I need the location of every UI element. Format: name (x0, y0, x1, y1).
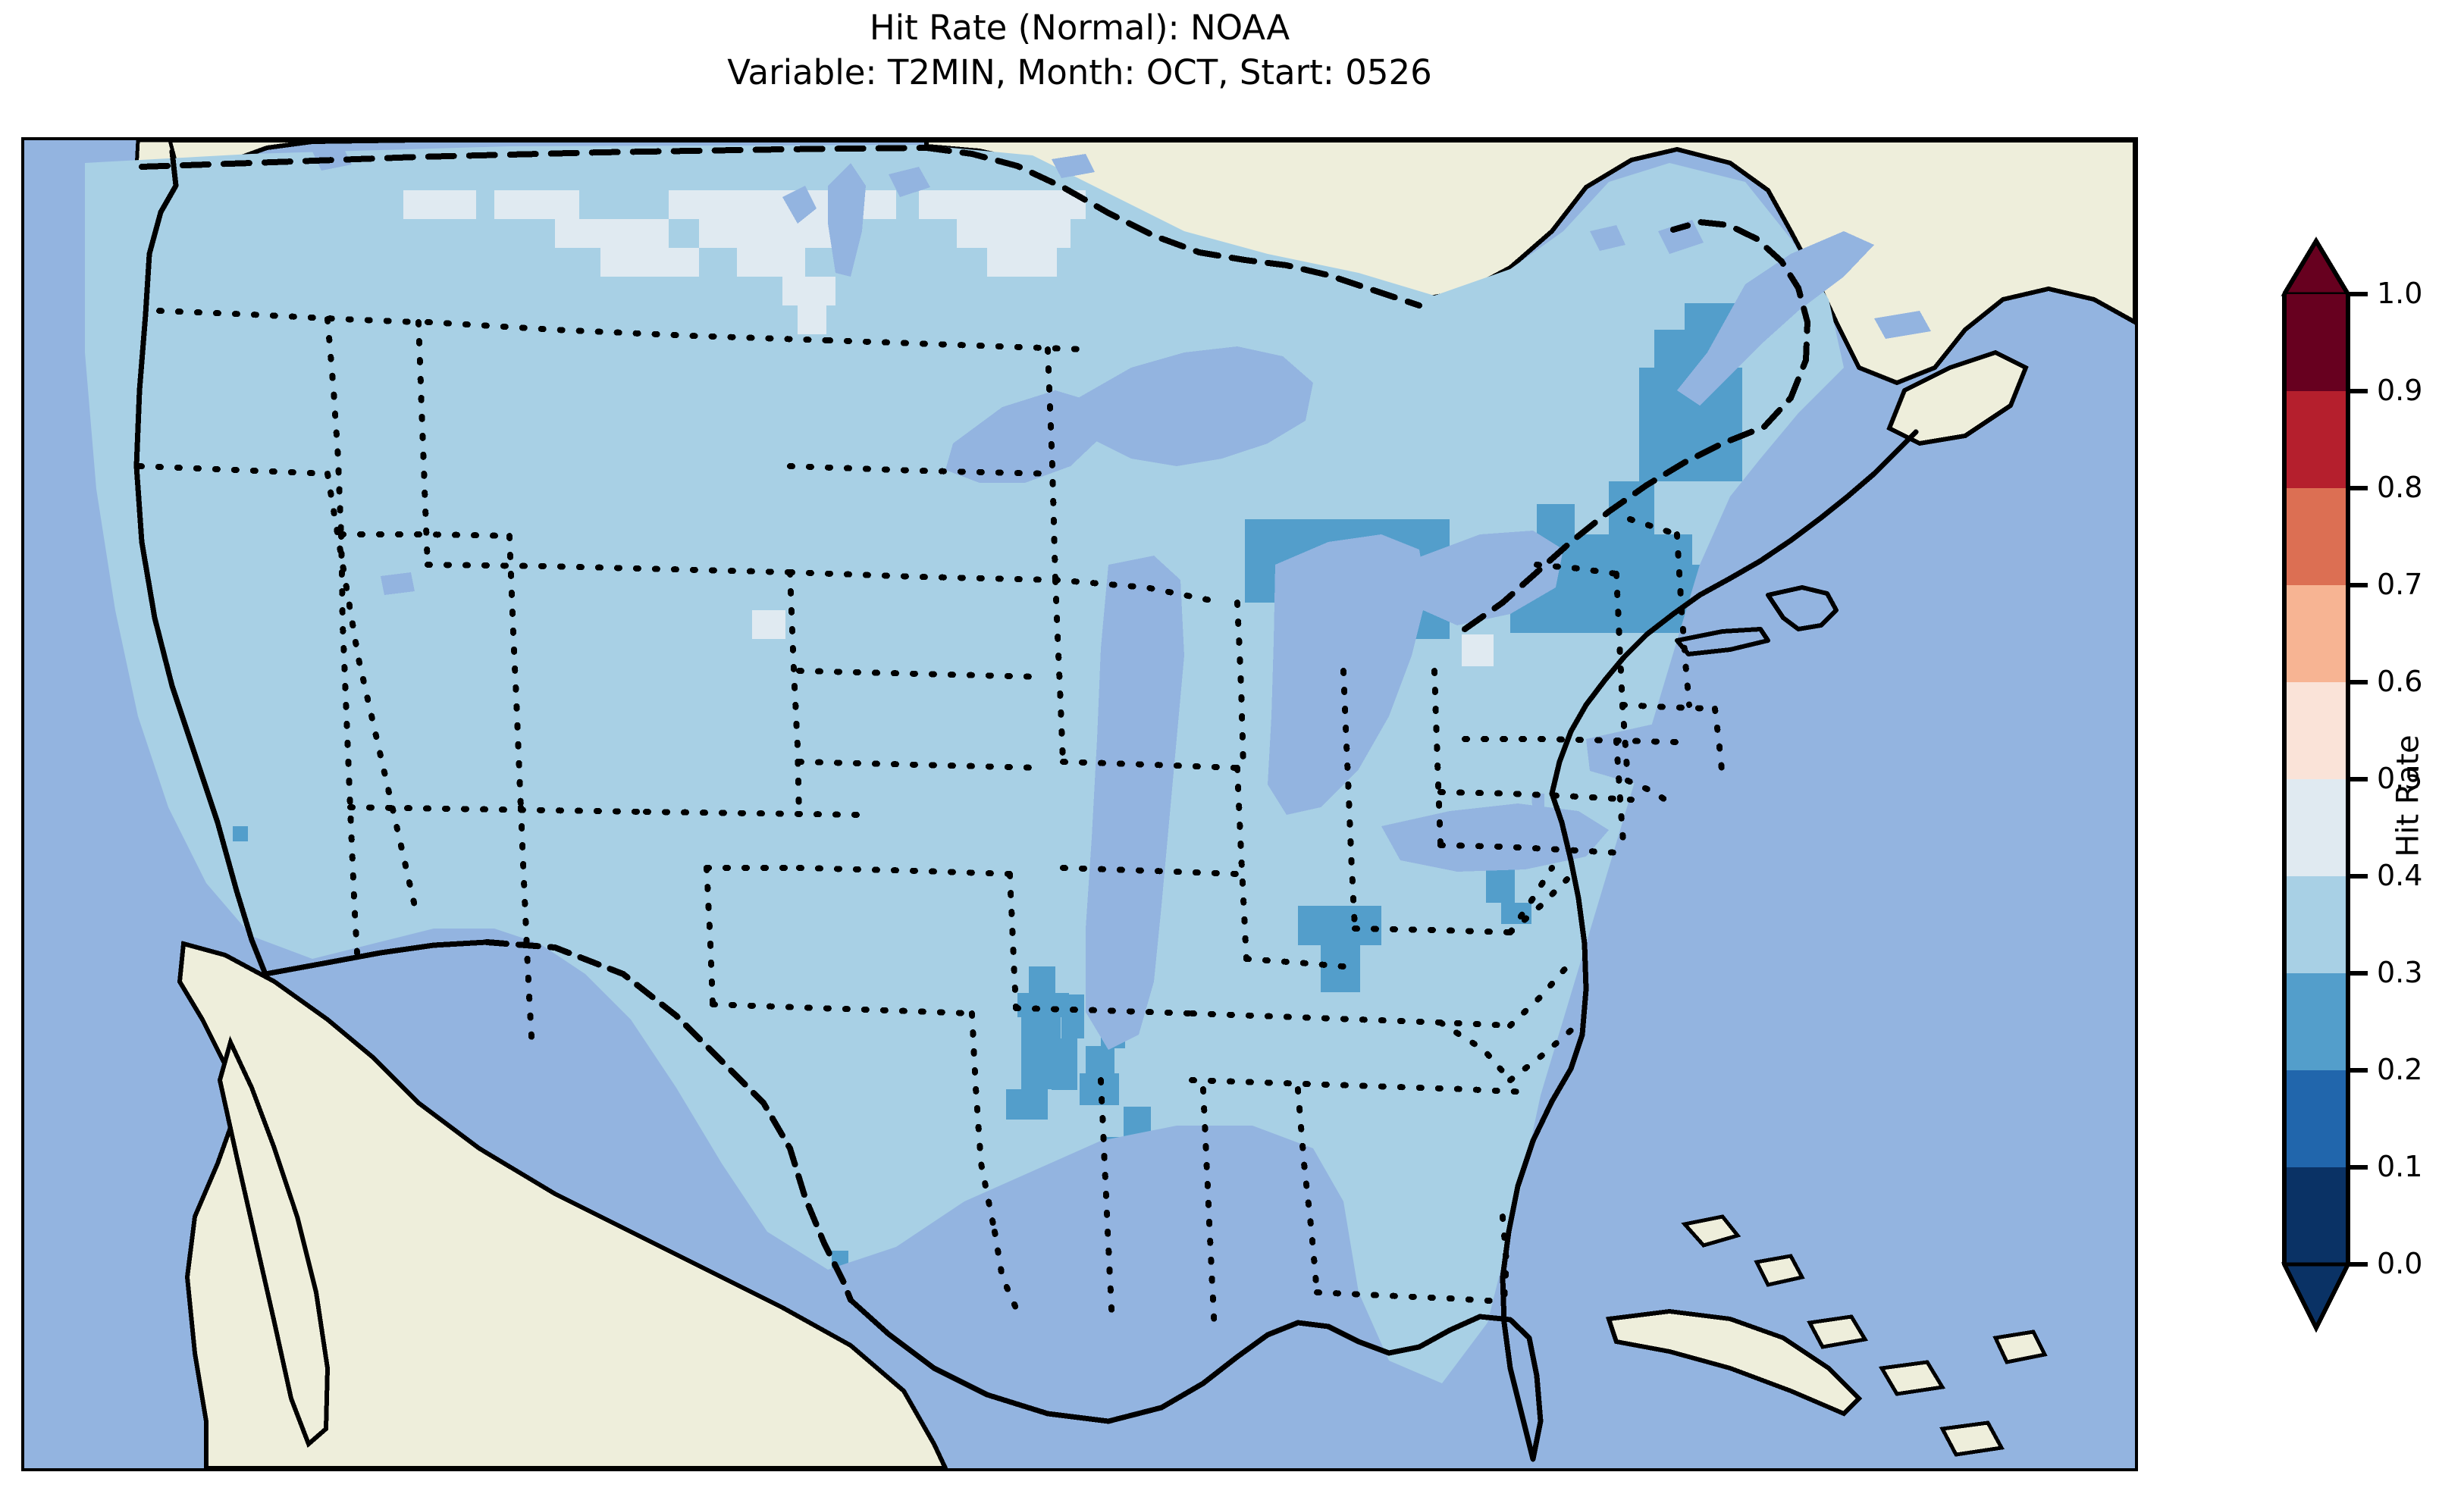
border-us-canada-east (1462, 424, 1767, 632)
land-polygons (134, 140, 2135, 1468)
title-line-secondary: Variable: T2MIN, Month: OCT, Start: 0526 (727, 52, 1432, 92)
border-us-canada-lakes (923, 145, 1422, 309)
quebec-lake-2 (1874, 311, 1931, 339)
st-lawrence-river (1677, 231, 1874, 406)
map-boundaries (133, 145, 1919, 1462)
cb-tick-0p6: 0.6 (2377, 665, 2423, 698)
cb-tick-1p0: 1.0 (2377, 277, 2423, 310)
cape-cod (1766, 585, 1839, 631)
bahamas-4 (1878, 1360, 1946, 1396)
data-cells-0p45 (403, 190, 1494, 666)
lake-ontario (1586, 722, 1753, 783)
lake-michigan (1086, 556, 1184, 1050)
cb-tick-0p4: 0.4 (2377, 859, 2423, 892)
colorbar-extend-min (2281, 1262, 2352, 1333)
northeast-coastline (1549, 429, 1919, 797)
bahamas-3 (1807, 1314, 1869, 1349)
map-axes-frame (21, 137, 2138, 1471)
pacific-coastline (133, 149, 268, 977)
border-maine-canada (1670, 219, 1810, 430)
colorbar-bands (2284, 294, 2348, 1264)
cb-tick-0p1: 0.1 (2377, 1150, 2423, 1183)
colorbar-extend-max (2281, 237, 2352, 296)
maritimes-landmass (1886, 349, 2029, 446)
bahamas-1 (1681, 1214, 1741, 1248)
colorbar-ticks (2348, 292, 2368, 1267)
chart-title-block: Hit Rate (Normal): NOAA Variable: T2MIN,… (0, 0, 2159, 95)
quebec-lake-1 (1658, 220, 1704, 254)
colorbar-axis-label-text: Hit Rate (2391, 734, 2426, 857)
lake-winnipeg (828, 163, 866, 277)
bahamas-6 (1992, 1330, 2048, 1364)
lake-superior-west (945, 390, 1101, 483)
bahamas-2 (1754, 1254, 1805, 1287)
prairie-lake-1 (889, 167, 930, 197)
lake-huron (1268, 534, 1427, 815)
border-us-mexico (484, 939, 854, 1303)
long-island (1675, 627, 1770, 656)
lake-superior (1078, 346, 1313, 466)
title-line-primary: Hit Rate (Normal): NOAA (869, 8, 1290, 48)
bahamas-5 (1939, 1420, 2005, 1457)
prairie-lake-2 (1052, 154, 1095, 178)
chesapeake-bay (1531, 794, 1544, 845)
cb-tick-0p5: 0.5 (2377, 762, 2423, 795)
colorbar-axis-label: Hit Rate (2386, 227, 2431, 1364)
mexico-border-west (262, 939, 490, 977)
cb-tick-0p9: 0.9 (2377, 374, 2423, 407)
georgian-bay (1419, 531, 1563, 625)
cb-tick-0p3: 0.3 (2377, 956, 2423, 989)
map-canvas (24, 140, 2135, 1468)
lake-manitoba (782, 186, 817, 224)
quebec-lake-3 (1590, 225, 1625, 251)
cb-tick-0p8: 0.8 (2377, 471, 2423, 504)
florida-atlantic-coastline (1500, 791, 1589, 1462)
great-salt-lake (381, 572, 415, 595)
baja-landmass (217, 1035, 331, 1449)
cb-tick-0p0: 0.0 (2377, 1247, 2423, 1280)
border-us-canada-west (139, 145, 929, 170)
colorbar: 1.0 0.9 0.8 0.7 0.6 0.5 0.4 0.3 0.2 0.1 … (2271, 227, 2464, 1364)
cuba-landmass (1605, 1308, 1863, 1417)
cb-tick-0p7: 0.7 (2377, 568, 2423, 601)
colorbar-swatches (2281, 236, 2368, 1333)
state-borders (136, 308, 1726, 1333)
cb-tick-0p2: 0.2 (2377, 1053, 2423, 1086)
gulf-coastline (848, 1297, 1544, 1462)
canada-landmass (140, 140, 2135, 386)
